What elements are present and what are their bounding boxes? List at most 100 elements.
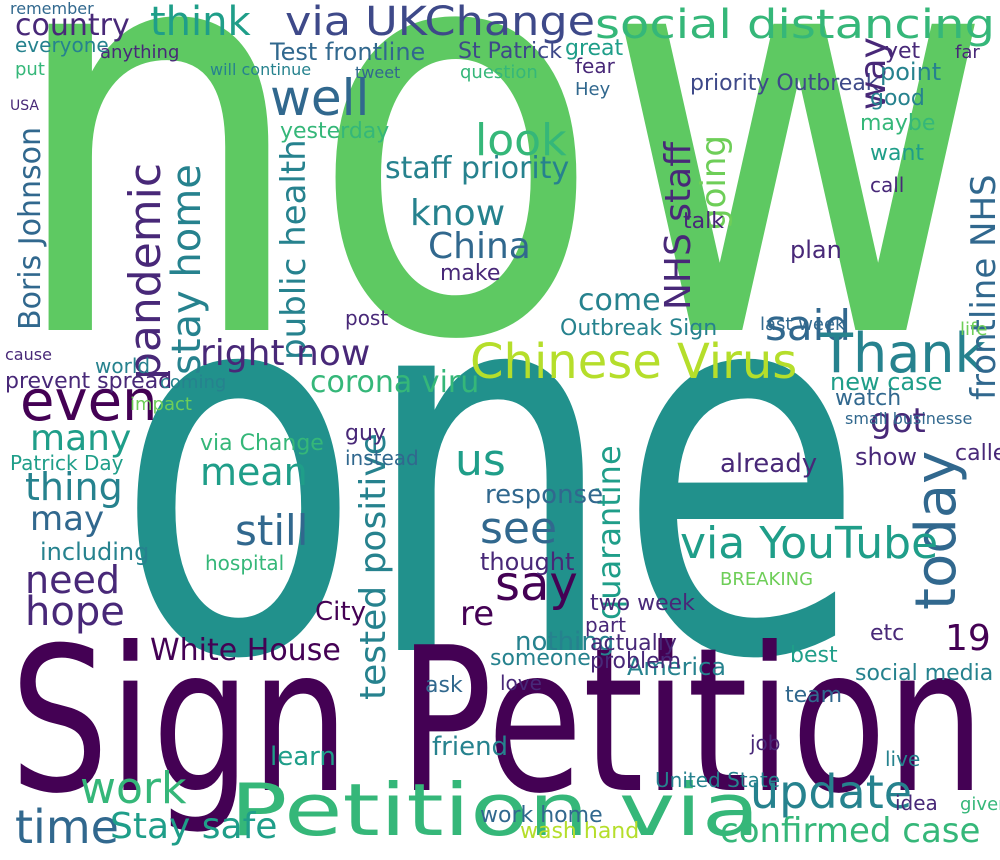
word: us xyxy=(455,435,506,486)
word: United State xyxy=(655,768,780,792)
word: plan xyxy=(790,236,842,264)
word: Patrick Day xyxy=(10,451,124,475)
word: Sign Petition xyxy=(10,605,985,838)
word: now xyxy=(5,0,995,463)
word: Thank xyxy=(819,322,987,385)
word: time xyxy=(15,800,119,854)
word: quarantine xyxy=(590,445,628,620)
word: yet xyxy=(885,39,921,64)
word: post xyxy=(345,306,388,330)
word: priority Outbreak xyxy=(690,71,879,96)
word: talk xyxy=(683,209,724,234)
word: America xyxy=(627,653,726,681)
word: public health xyxy=(274,139,314,360)
word: two week xyxy=(590,591,695,616)
word: best xyxy=(790,643,838,668)
word: fear xyxy=(575,54,616,78)
word: watch xyxy=(835,386,901,411)
word: maybe xyxy=(860,111,935,136)
word: etc xyxy=(870,621,904,646)
word: wash hand xyxy=(520,819,639,844)
word: one xyxy=(115,167,865,773)
word: thing xyxy=(25,465,123,509)
word: see xyxy=(480,503,557,554)
word: via Change xyxy=(200,431,324,456)
word: still xyxy=(235,506,308,555)
word: team xyxy=(785,683,842,708)
word: ask xyxy=(425,673,463,698)
word: going xyxy=(694,135,734,230)
word: Stay safe xyxy=(110,806,277,847)
word: tested positive xyxy=(353,433,394,700)
word: Chinese Virus xyxy=(470,334,797,390)
word: USA xyxy=(10,98,39,114)
word: hospital xyxy=(205,551,284,575)
word: learn xyxy=(270,742,336,772)
word: called xyxy=(955,441,1000,466)
word: put xyxy=(15,59,45,80)
word: given xyxy=(960,794,1000,815)
word: China xyxy=(428,226,531,267)
word: corona viru xyxy=(310,365,479,400)
word: update xyxy=(750,765,912,819)
word: small businesse xyxy=(845,409,972,428)
word: said xyxy=(765,301,851,350)
word: actually xyxy=(590,631,677,656)
word: think xyxy=(150,0,252,45)
word: re xyxy=(460,594,494,634)
word: social media xyxy=(855,661,993,686)
word: idea xyxy=(895,791,938,815)
word: someone xyxy=(490,646,591,671)
word: need xyxy=(25,558,120,602)
word: instead xyxy=(345,446,419,470)
word: via UKChange xyxy=(285,0,595,45)
word: work home xyxy=(480,803,603,828)
word: cause xyxy=(5,345,52,364)
word: already xyxy=(720,449,817,479)
word: want xyxy=(870,141,924,166)
word: far xyxy=(955,42,980,63)
word: world xyxy=(95,354,150,378)
word: yesterday xyxy=(280,119,389,144)
word: nothing xyxy=(515,627,614,657)
word: right now xyxy=(200,333,370,374)
word: coming xyxy=(160,372,226,393)
word: Petition via xyxy=(230,768,760,852)
word: staff priority xyxy=(385,151,569,186)
word: know xyxy=(410,193,505,234)
word: St Patrick xyxy=(458,39,562,64)
word: BREAKING xyxy=(720,569,813,590)
word: say xyxy=(495,556,578,612)
word: Hey xyxy=(575,79,611,100)
word: anything xyxy=(100,42,179,63)
word: make xyxy=(440,261,500,286)
word: social distancing xyxy=(595,2,995,48)
word: hope xyxy=(25,589,125,635)
word: part xyxy=(585,613,626,637)
word: today xyxy=(904,451,969,610)
word: country xyxy=(15,8,130,43)
word: come xyxy=(578,283,661,318)
word: Outbreak Sign xyxy=(560,316,717,341)
word: show xyxy=(855,443,917,471)
word: new case xyxy=(830,368,942,396)
word: problem xyxy=(590,649,681,674)
word: friend xyxy=(432,732,508,762)
word: remember xyxy=(10,0,94,18)
word: impact xyxy=(130,394,192,415)
word: look xyxy=(475,115,567,166)
word: Test frontline xyxy=(269,38,425,66)
word: good xyxy=(870,86,925,111)
word: way xyxy=(853,37,894,110)
word: tweet xyxy=(355,63,400,82)
word: will continue xyxy=(210,60,311,79)
word: frontline NHS xyxy=(964,174,1000,400)
word: may xyxy=(30,499,104,539)
word: including xyxy=(40,538,149,566)
word: life xyxy=(960,319,987,340)
word: stay home xyxy=(164,164,210,375)
word: response xyxy=(485,480,603,510)
